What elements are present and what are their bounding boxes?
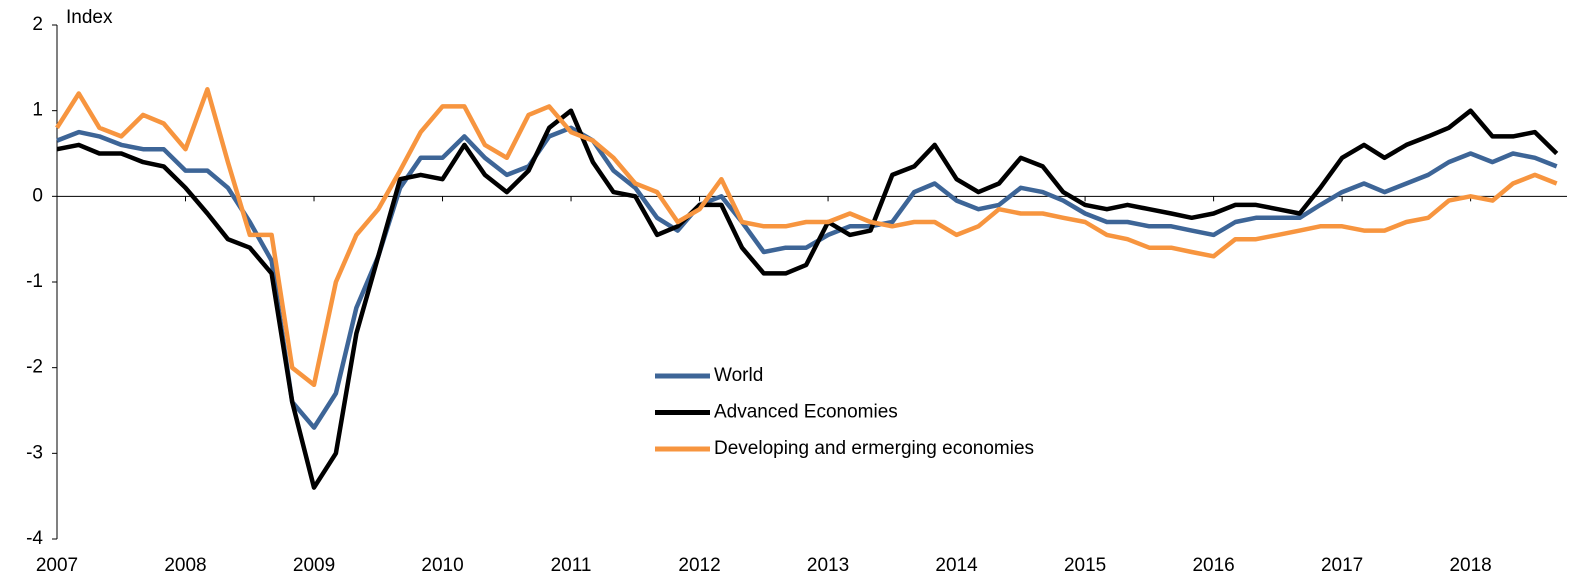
x-tick-label: 2013 [807,555,849,576]
y-axis-label: Index [66,7,113,28]
y-tick-label: 2 [32,14,43,35]
x-tick-label: 2017 [1321,555,1363,576]
x-tick-label: 2018 [1449,555,1491,576]
legend-label: Developing and ermerging economies [714,438,1034,459]
x-tick-label: 2015 [1064,555,1106,576]
series-line [55,87,1558,388]
y-tick-label: 1 [32,100,43,121]
series-line [56,125,1558,430]
x-tick-label: 2012 [678,555,720,576]
x-tick-label: 2008 [164,555,206,576]
y-tick-label: -2 [26,357,43,378]
x-tick-label: 2011 [551,555,592,576]
legend-label: Advanced Economies [714,402,898,423]
x-tick-label: 2007 [36,555,78,576]
x-tick-label: 2016 [1192,555,1234,576]
y-tick-label: -3 [26,442,43,463]
y-tick-label: 0 [32,185,43,206]
x-tick-label: 2010 [421,555,463,576]
legend-label: World [714,365,763,386]
x-tick-label: 2014 [935,555,978,576]
series-line [56,108,1559,490]
y-tick-label: -4 [26,528,43,549]
x-tick-label: 2009 [293,555,335,576]
y-tick-label: -1 [26,271,43,292]
